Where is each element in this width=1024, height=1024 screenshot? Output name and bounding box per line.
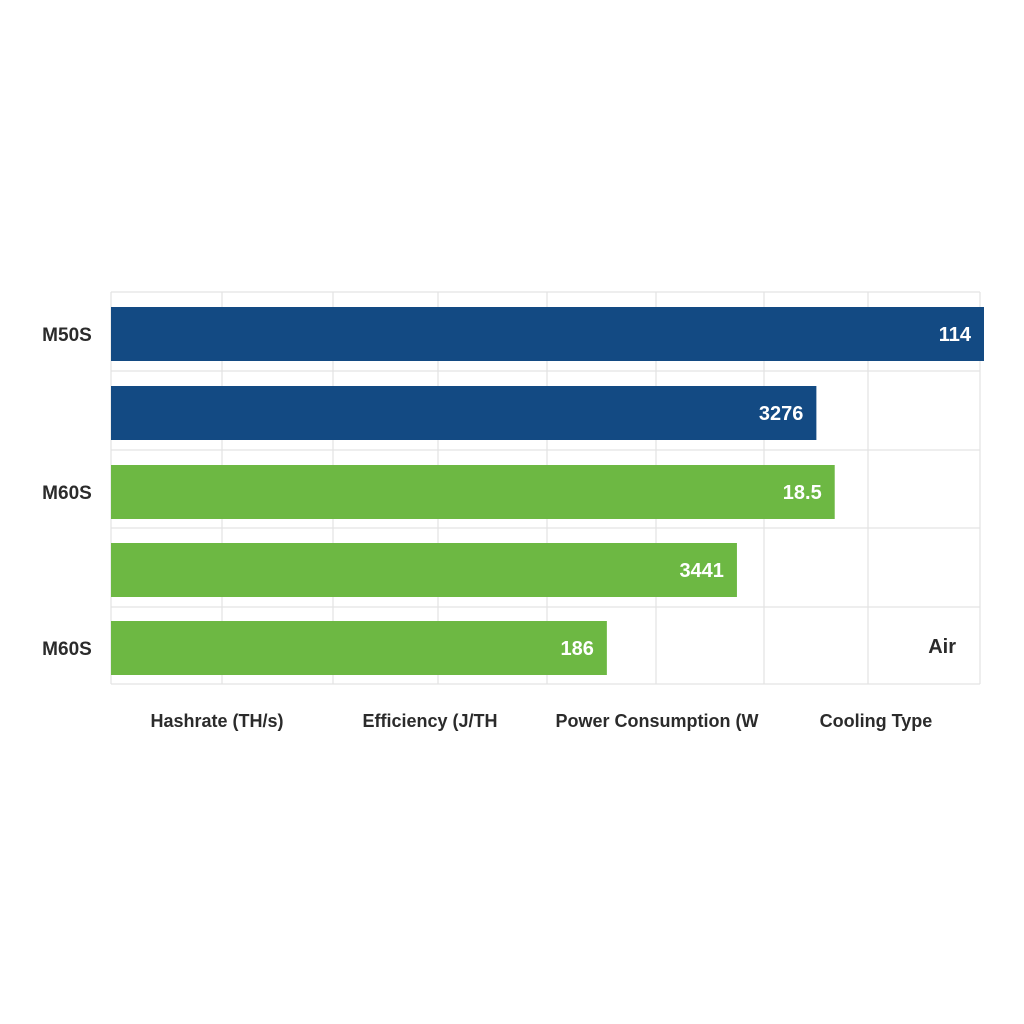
category-labels: Hashrate (TH/s) Efficiency (J/TH Power Con… [150,711,932,731]
row-labels: M50S M60S M60S [42,325,92,660]
bar [111,621,607,675]
bar [111,465,835,519]
bar-value-label: 186 [560,638,593,660]
bar-value-label: 18.5 [783,482,822,504]
bar-value-label: 3276 [759,403,804,425]
bar [111,307,984,361]
category-label: Power Consumption (W [556,711,759,731]
bar [111,386,817,440]
bar [111,543,737,597]
cooling-type-value: Air [928,636,956,658]
row-label: M60S [42,483,92,504]
row-label: M60S [42,639,92,660]
row-label: M50S [42,325,92,346]
chart-bars [111,307,984,675]
bar-value-labels: 114 3276 18.5 3441 186 [560,324,971,660]
category-label: Hashrate (TH/s) [150,711,283,731]
bar-value-label: 114 [939,324,972,346]
bar-value-label: 3441 [679,560,724,582]
category-label: Cooling Type [820,711,933,731]
category-label: Efficiency (J/TH [362,711,497,731]
